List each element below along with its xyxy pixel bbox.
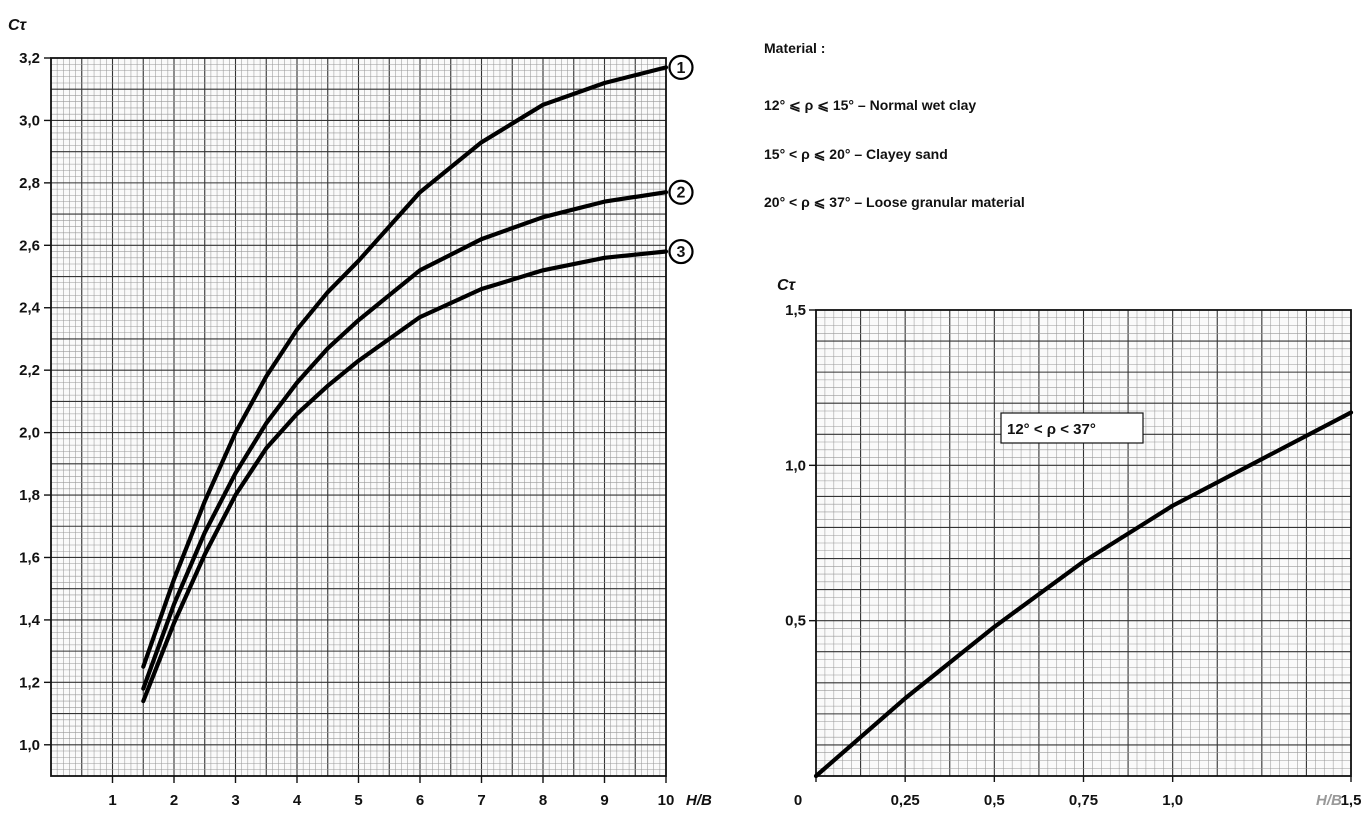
x-tick-label: 7 (477, 792, 485, 809)
range-annotation-box (1000, 412, 1144, 444)
y-axis-label-left: Cτ (8, 17, 28, 34)
y-tick-label: 1,6 (19, 549, 40, 566)
series-marker-2 (668, 179, 694, 205)
y-tick-label: 1,2 (19, 674, 40, 691)
y-tick-label: 0,5 (785, 613, 806, 630)
x-axis-label-right: H/B (1316, 792, 1342, 809)
y-axis-label-right: Cτ (777, 277, 797, 294)
series-marker-label-1: 1 (677, 60, 686, 77)
x-tick-label: 0,75 (1069, 792, 1098, 809)
y-tick-label: 2,6 (19, 237, 40, 254)
legend-entry-3-description: Loose granular material (866, 194, 1025, 210)
grid-right (815, 309, 1352, 777)
series-line-2 (141, 190, 669, 691)
legend-entry-1-dash: – (858, 97, 870, 113)
legend-entry-3: 20° < ρ ⩽ 37° – Loose granular material (764, 194, 1025, 210)
x-tick-label: 5 (354, 792, 362, 809)
series-marker-label-2: 2 (677, 185, 686, 202)
y-tick-labels-right: 0,5 1,0 1,5 (785, 302, 816, 630)
legend-entry-2: 15° < ρ ⩽ 20° – Clayey sand (764, 146, 948, 162)
legend-entry-1-range: 12° ⩽ ρ ⩽ 15° (764, 97, 854, 113)
legend-entry-2-range: 15° < ρ ⩽ 20° (764, 146, 850, 162)
y-tick-label: 2,0 (19, 425, 40, 442)
x-tick-label: 9 (600, 792, 608, 809)
y-tick-label: 3,2 (19, 50, 40, 67)
legend-entry-3-range: 20° < ρ ⩽ 37° (764, 194, 850, 210)
x-tick-label: 0,25 (891, 792, 920, 809)
y-tick-labels-left: 1,0 1,2 1,4 1,6 1,8 2,0 2,2 2,4 2,6 2,8 3,0 3,2 (19, 50, 51, 754)
x-tick-label: 1,0 (1162, 792, 1183, 809)
legend: Material : 12° ⩽ ρ ⩽ 15° – Normal wet cl… (764, 40, 1025, 210)
series-line-1 (141, 65, 669, 669)
chart-right: 0,5 1,0 1,5 0 0,25 0,5 0,75 1,0 1,5 12° < ρ < 3… (777, 277, 1361, 809)
legend-entry-2-description: Clayey sand (866, 146, 948, 162)
y-tick-label: 2,4 (19, 300, 41, 317)
y-tick-label: 1,4 (19, 612, 41, 629)
x-tick-labels-right: 0 0,25 0,5 0,75 1,0 1,5 (794, 776, 1362, 809)
x-tick-label: 1 (108, 792, 116, 809)
x-tick-label: 3 (231, 792, 239, 809)
x-tick-label: 1,5 (1341, 792, 1362, 809)
x-tick-label: 0,5 (984, 792, 1005, 809)
series-markers-left: 1 2 3 (668, 54, 694, 265)
series-lines-right (813, 410, 1354, 779)
x-tick-label: 6 (416, 792, 424, 809)
y-tick-label: 1,0 (19, 737, 40, 754)
range-annotation-text: 12° < ρ < 37° (1007, 421, 1096, 438)
x-tick-label: 2 (170, 792, 178, 809)
legend-entry-1: 12° ⩽ ρ ⩽ 15° – Normal wet clay (764, 97, 976, 113)
series-marker-1 (668, 54, 694, 80)
series-lines-left (141, 65, 669, 704)
x-tick-label: 8 (539, 792, 547, 809)
x-tick-labels-left: 1 2 3 4 5 6 7 8 9 10 (108, 776, 674, 809)
legend-entry-1-description: Normal wet clay (870, 97, 977, 113)
y-tick-label: 1,5 (785, 302, 806, 319)
range-annotation: 12° < ρ < 37° (1000, 412, 1144, 444)
x-axis-label-left: H/B (686, 792, 712, 809)
x-tick-label: 10 (658, 792, 675, 809)
y-tick-label: 3,0 (19, 112, 40, 129)
series-marker-label-3: 3 (677, 244, 686, 261)
chart-left: 1,0 1,2 1,4 1,6 1,8 2,0 2,2 2,4 2,6 2,8 3,0 3,2 1 2 3… (8, 17, 712, 809)
legend-heading: Material : (764, 40, 825, 56)
legend-entry-3-dash: – (854, 194, 866, 210)
series-marker-3 (668, 238, 694, 265)
series-line-3 (141, 249, 669, 704)
x-tick-label: 0 (794, 792, 802, 809)
series-line-right (813, 410, 1354, 779)
y-tick-label: 1,0 (785, 457, 806, 474)
y-tick-label: 1,8 (19, 487, 40, 504)
x-tick-label: 4 (293, 792, 302, 809)
legend-entry-2-dash: – (854, 146, 866, 162)
y-tick-label: 2,8 (19, 175, 40, 192)
y-tick-label: 2,2 (19, 362, 40, 379)
